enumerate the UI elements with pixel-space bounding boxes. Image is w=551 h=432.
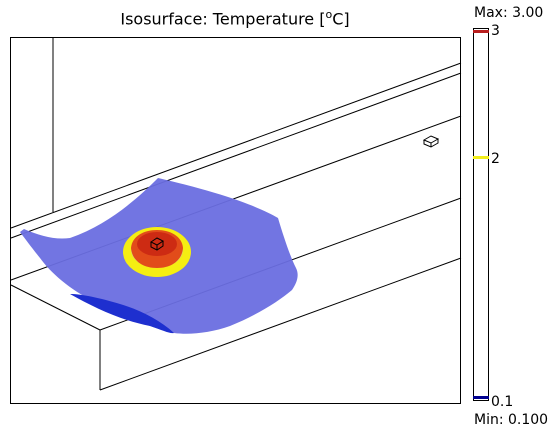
- geometry-edge: [99, 257, 462, 391]
- title-prefix: Isosurface: Temperature [: [120, 9, 326, 29]
- title-degree: o: [325, 8, 333, 21]
- source-box-icon: [150, 237, 164, 251]
- legend-max-label: Max: 3.00: [474, 5, 544, 21]
- legend-tick-3: [473, 30, 489, 33]
- small-box-icon: [422, 135, 440, 148]
- legend-tick-2: [473, 156, 489, 159]
- axes-frame: [10, 37, 461, 404]
- legend-min-label: Min: 0.100: [474, 412, 549, 428]
- color-legend-bar: [473, 28, 489, 401]
- geometry-edges: [10, 37, 462, 391]
- geometry-edge: [10, 284, 101, 331]
- legend-tick-label-2: 2: [491, 151, 500, 167]
- legend-tick-0.1: [473, 396, 489, 399]
- legend-tick-label-3: 3: [491, 23, 500, 39]
- title-unit: C]: [332, 9, 350, 29]
- geometry-edge: [10, 62, 462, 229]
- legend-tick-label-0.1: 0.1: [491, 394, 514, 410]
- geometry-edge: [10, 72, 462, 239]
- plot-title: Isosurface: Temperature [oC]: [0, 8, 470, 28]
